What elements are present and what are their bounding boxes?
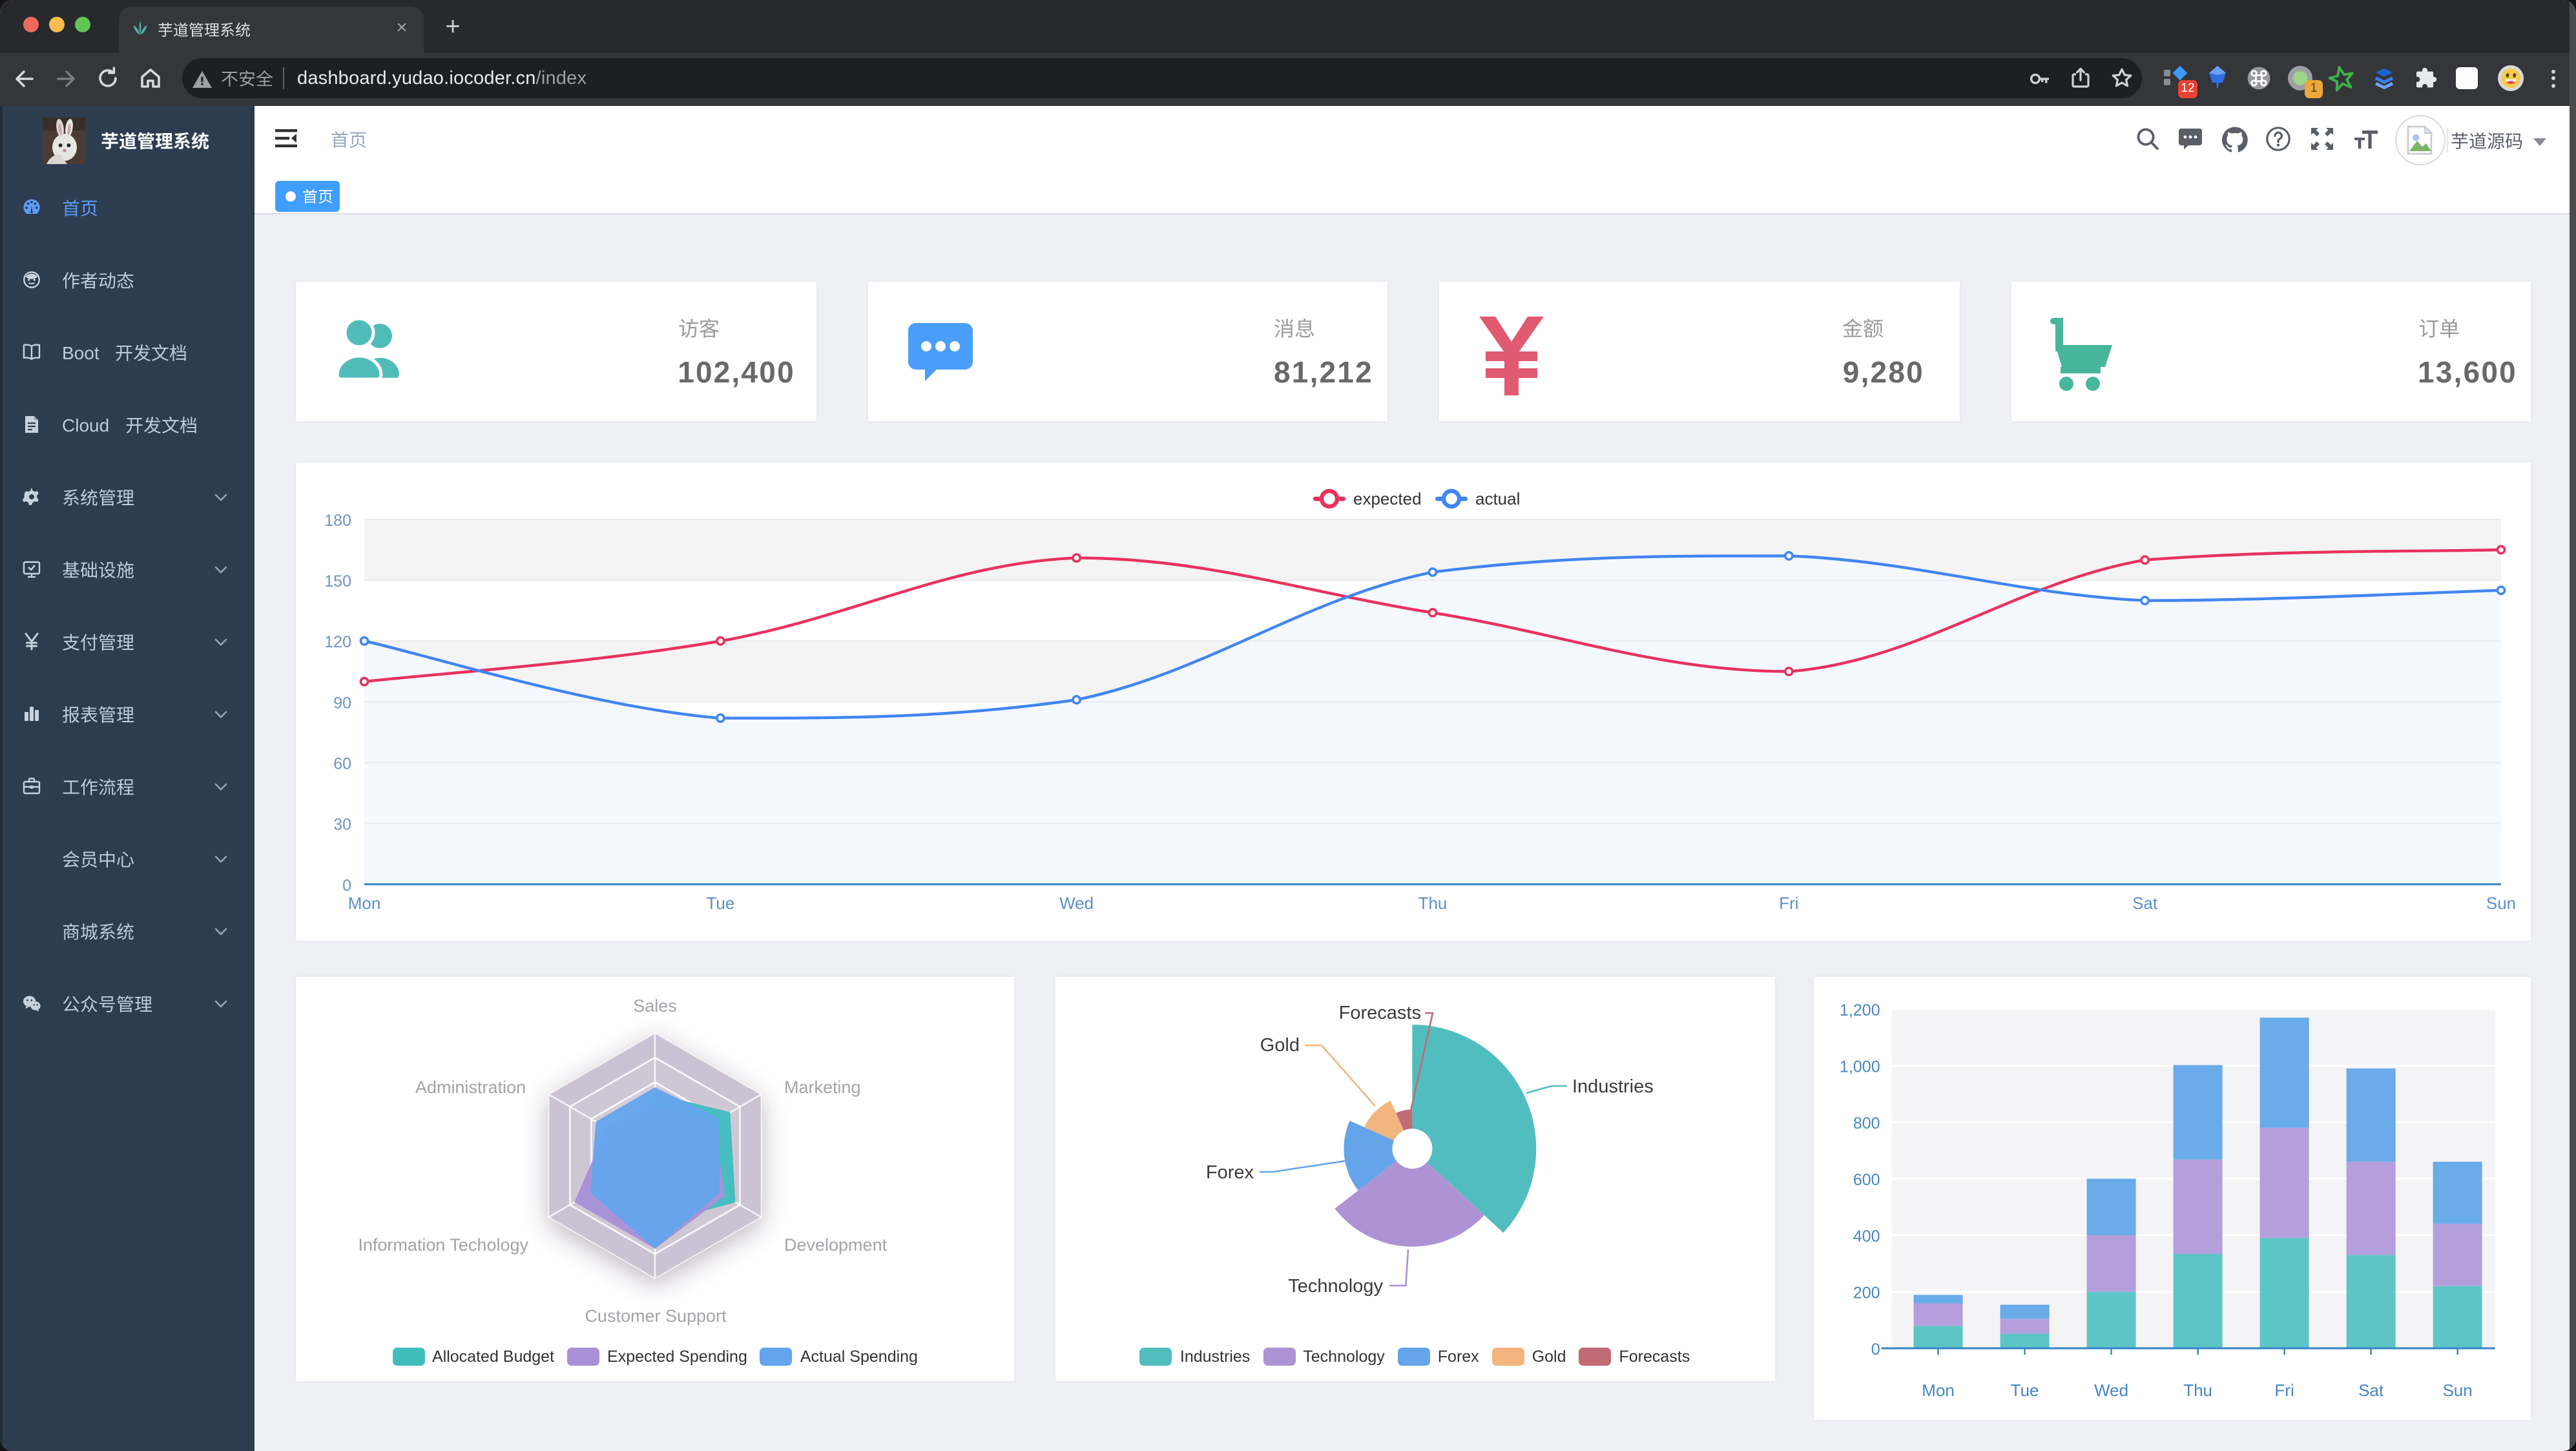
svg-text:180: 180 bbox=[324, 512, 351, 530]
svg-text:200: 200 bbox=[1853, 1284, 1880, 1302]
svg-text:1,200: 1,200 bbox=[1839, 1001, 1880, 1019]
svg-text:Forex: Forex bbox=[1206, 1162, 1254, 1183]
svg-text:Fri: Fri bbox=[2274, 1381, 2294, 1400]
svg-text:600: 600 bbox=[1853, 1171, 1880, 1189]
svg-text:actual: actual bbox=[1475, 489, 1520, 508]
svg-text:0: 0 bbox=[342, 877, 351, 895]
svg-text:30: 30 bbox=[333, 816, 351, 834]
svg-text:Mon: Mon bbox=[1922, 1381, 1955, 1400]
svg-text:1,000: 1,000 bbox=[1839, 1058, 1880, 1076]
svg-text:150: 150 bbox=[324, 572, 351, 590]
svg-text:0: 0 bbox=[1871, 1341, 1880, 1359]
svg-text:Tue: Tue bbox=[2010, 1381, 2039, 1400]
svg-text:Wed: Wed bbox=[1059, 893, 1094, 913]
svg-text:Technology: Technology bbox=[1289, 1276, 1384, 1297]
svg-text:Development: Development bbox=[784, 1235, 888, 1255]
svg-text:Forecasts: Forecasts bbox=[1339, 1003, 1421, 1023]
svg-text:Sat: Sat bbox=[2132, 893, 2158, 913]
svg-text:Sun: Sun bbox=[2486, 893, 2516, 913]
svg-text:Industries: Industries bbox=[1573, 1076, 1654, 1097]
svg-text:expected: expected bbox=[1353, 489, 1422, 508]
svg-text:Thu: Thu bbox=[2183, 1381, 2212, 1400]
svg-text:400: 400 bbox=[1853, 1227, 1880, 1246]
svg-text:Sun: Sun bbox=[2442, 1381, 2472, 1400]
svg-text:Marketing: Marketing bbox=[784, 1078, 861, 1097]
svg-text:Fri: Fri bbox=[1779, 893, 1798, 913]
svg-text:800: 800 bbox=[1853, 1114, 1880, 1133]
svg-text:Gold: Gold bbox=[1260, 1035, 1300, 1056]
svg-text:Customer Support: Customer Support bbox=[585, 1306, 727, 1326]
svg-text:Wed: Wed bbox=[2093, 1381, 2128, 1400]
svg-text:Sales: Sales bbox=[633, 996, 677, 1016]
svg-text:Tue: Tue bbox=[706, 893, 734, 913]
svg-text:Information Techology: Information Techology bbox=[358, 1235, 528, 1255]
svg-text:90: 90 bbox=[333, 694, 351, 712]
svg-text:120: 120 bbox=[324, 633, 351, 651]
svg-text:60: 60 bbox=[333, 755, 351, 773]
svg-text:Mon: Mon bbox=[348, 893, 381, 913]
svg-text:Sat: Sat bbox=[2358, 1381, 2384, 1400]
svg-text:Administration: Administration bbox=[415, 1078, 526, 1097]
svg-text:Thu: Thu bbox=[1418, 893, 1448, 913]
